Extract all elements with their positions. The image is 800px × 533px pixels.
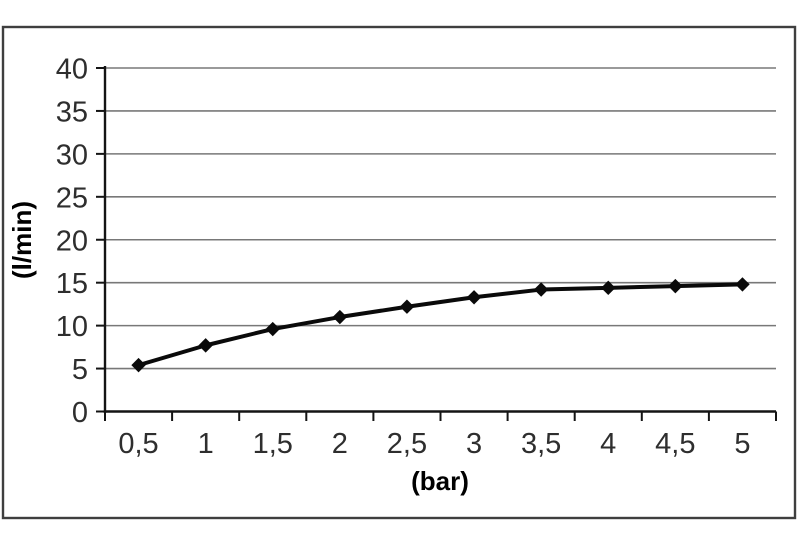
x-tick-label: 1,5 (253, 428, 293, 460)
x-tick-label: 3,5 (521, 428, 561, 460)
x-tick-label: 2,5 (387, 428, 427, 460)
data-point-marker (399, 299, 415, 314)
x-tick-label: 5 (734, 428, 750, 460)
gridlines (105, 67, 776, 370)
data-point-marker (735, 277, 750, 292)
tick-labels: 0 5 10 15 20 25 30 35 40 0,5 1 1,5 2 2,5 3 3,5 4 4,5 5 (56, 54, 751, 461)
x-tick-label: 4 (600, 428, 616, 460)
data-point-marker (533, 282, 549, 297)
y-axis-title: (l/min) (7, 201, 37, 279)
y-tick-label: 35 (56, 96, 88, 128)
data-point-marker (198, 338, 213, 353)
data-point-marker (131, 357, 146, 373)
x-tick-label: 4,5 (655, 428, 695, 460)
y-tick-label: 40 (56, 54, 88, 86)
y-tick-label: 15 (56, 268, 88, 300)
axes (96, 66, 777, 421)
data-point-marker (601, 280, 616, 296)
x-axis-title: (bar) (411, 466, 469, 496)
y-tick-label: 30 (56, 139, 88, 171)
x-tick-label: 2 (332, 428, 348, 460)
y-tick-label: 5 (72, 354, 88, 386)
series-line-flow-rate-curve (136, 282, 745, 368)
x-tick-label: 0,5 (118, 428, 158, 460)
figure-border (1, 25, 797, 520)
y-tick-label: 25 (56, 182, 88, 214)
x-tick-label: 1 (198, 428, 214, 460)
data-series (131, 277, 750, 373)
y-tick-label: 0 (72, 397, 88, 429)
y-tick-label: 20 (56, 225, 88, 257)
data-point-marker (332, 309, 348, 325)
y-tick-label: 10 (56, 311, 88, 343)
data-point-marker (265, 321, 280, 337)
data-point-marker (466, 290, 482, 305)
x-tick-label: 3 (466, 428, 482, 460)
data-point-marker (668, 278, 683, 294)
